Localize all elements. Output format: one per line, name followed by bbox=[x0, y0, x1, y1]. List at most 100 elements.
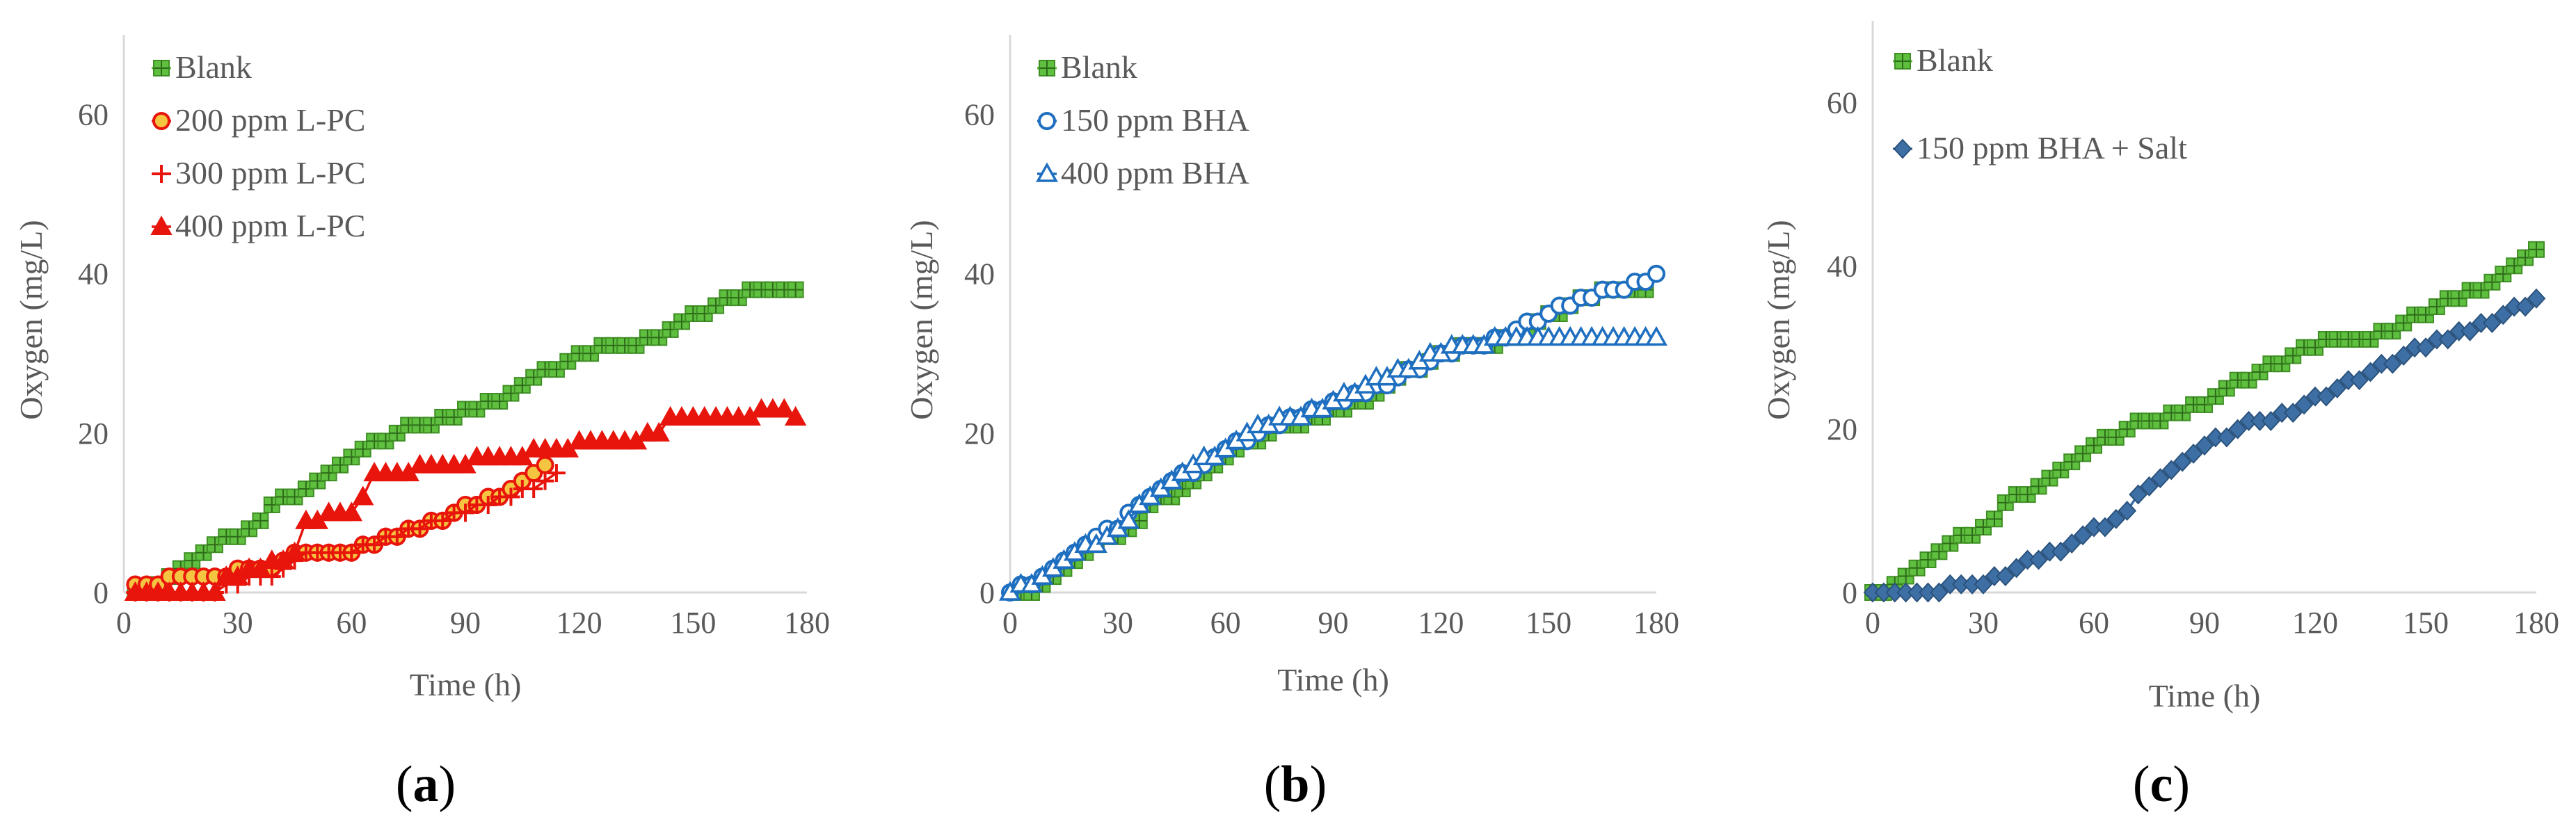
data-point bbox=[2140, 476, 2159, 497]
x-tick-label: 90 bbox=[2189, 606, 2220, 640]
legend-item: Blank bbox=[152, 49, 252, 85]
legend-marker bbox=[1038, 112, 1056, 130]
data-point bbox=[784, 405, 807, 426]
x-tick-label: 150 bbox=[2403, 606, 2449, 640]
y-tick-label: 20 bbox=[964, 417, 995, 451]
x-tick-label: 30 bbox=[1968, 606, 1999, 640]
data-point bbox=[1996, 566, 2015, 586]
data-point bbox=[433, 511, 452, 530]
data-point bbox=[2438, 329, 2458, 350]
x-tick-label: 0 bbox=[116, 606, 131, 640]
y-axis-label: Oxygen (mg/L) bbox=[1761, 220, 1796, 419]
data-point bbox=[2228, 419, 2248, 439]
data-point bbox=[479, 495, 497, 514]
y-tick-label: 60 bbox=[964, 98, 995, 132]
series-line bbox=[135, 288, 796, 594]
legend-label: 400 ppm BHA bbox=[1061, 155, 1249, 191]
legend-label: Blank bbox=[1061, 49, 1137, 85]
x-tick-label: 90 bbox=[1318, 606, 1349, 640]
series-2 bbox=[999, 325, 1667, 601]
legend-item: 400 ppm L-PC bbox=[150, 208, 365, 243]
panel-label: (c) bbox=[2133, 756, 2190, 813]
legend-item: 150 ppm BHA bbox=[1037, 102, 1249, 138]
y-tick-label: 40 bbox=[78, 257, 109, 291]
y-tick-label: 20 bbox=[78, 417, 109, 451]
data-point bbox=[2361, 362, 2380, 382]
data-point bbox=[365, 535, 384, 554]
legend-item: 200 ppm L-PC bbox=[152, 102, 365, 138]
y-tick-label: 40 bbox=[964, 257, 995, 291]
data-point bbox=[340, 501, 363, 522]
data-point bbox=[502, 487, 520, 506]
x-tick-label: 120 bbox=[557, 606, 602, 640]
data-point bbox=[2151, 468, 2170, 489]
series-1 bbox=[126, 455, 554, 594]
x-tick-label: 60 bbox=[2079, 606, 2109, 640]
data-point bbox=[2007, 558, 2026, 579]
series-3 bbox=[124, 398, 807, 601]
data-point bbox=[2129, 484, 2147, 505]
x-tick-label: 150 bbox=[1526, 606, 1571, 640]
panel-label: (a) bbox=[396, 756, 456, 813]
chart-panel-a: 0 20 40 60 0 30 60 90 120 150 180 Time (h) Oxygen (m… bbox=[13, 35, 830, 813]
legend-item: 150 ppm BHA + Salt bbox=[1893, 130, 2187, 166]
data-point bbox=[2106, 508, 2126, 529]
data-point bbox=[547, 464, 566, 483]
x-tick-label: 0 bbox=[1865, 606, 1880, 640]
data-point bbox=[2328, 378, 2347, 398]
data-point bbox=[1117, 509, 1140, 529]
data-point bbox=[2073, 525, 2093, 546]
data-point bbox=[2262, 410, 2280, 431]
data-point bbox=[2317, 386, 2336, 407]
panel-letter: b bbox=[1281, 756, 1309, 813]
data-point bbox=[2493, 305, 2513, 325]
data-point bbox=[2416, 337, 2435, 358]
legend-label: 400 ppm L-PC bbox=[175, 208, 365, 243]
legend-marker bbox=[150, 215, 173, 235]
legend-item: Blank bbox=[1037, 49, 1137, 85]
legend-item: 400 ppm BHA bbox=[1036, 155, 1249, 191]
y-tick-label: 20 bbox=[1827, 412, 1857, 446]
data-point bbox=[1645, 325, 1667, 346]
panel-letter: c bbox=[2150, 756, 2173, 813]
x-tick-label: 120 bbox=[1418, 606, 1464, 640]
data-point bbox=[410, 519, 429, 538]
data-point bbox=[2283, 403, 2303, 423]
data-point bbox=[2173, 451, 2192, 472]
x-tick-label: 30 bbox=[223, 606, 253, 640]
y-axis-label: Oxygen (mg/L) bbox=[904, 220, 939, 419]
x-tick-label: 180 bbox=[1633, 606, 1679, 640]
legend-label: 300 ppm L-PC bbox=[175, 155, 365, 191]
x-tick-label: 120 bbox=[2292, 606, 2338, 640]
legend-item: Blank bbox=[1893, 42, 1993, 78]
data-point bbox=[1974, 574, 1993, 595]
legend-label: Blank bbox=[175, 49, 252, 85]
series-1 bbox=[1863, 288, 2546, 603]
series-0 bbox=[1864, 241, 2545, 601]
data-point bbox=[2294, 394, 2314, 415]
series-0 bbox=[1012, 281, 1654, 601]
data-point bbox=[648, 421, 670, 442]
legend-label: Blank bbox=[1917, 42, 1993, 78]
y-tick-label: 0 bbox=[1842, 576, 1857, 610]
data-point bbox=[204, 581, 226, 601]
data-point bbox=[2118, 501, 2137, 522]
x-tick-label: 90 bbox=[450, 606, 481, 640]
data-point bbox=[2383, 353, 2402, 374]
data-point bbox=[536, 471, 554, 490]
legend-marker bbox=[1036, 162, 1058, 182]
x-axis-label: Time (h) bbox=[410, 667, 522, 702]
data-point bbox=[351, 485, 374, 506]
data-point bbox=[2195, 435, 2214, 456]
data-point bbox=[2029, 549, 2048, 570]
legend-marker bbox=[152, 165, 170, 183]
x-tick-label: 180 bbox=[784, 606, 830, 640]
series-line bbox=[1009, 336, 1656, 594]
data-point bbox=[525, 480, 543, 499]
data-point bbox=[2062, 533, 2081, 554]
data-point bbox=[2051, 541, 2070, 562]
legend-label: 150 ppm BHA + Salt bbox=[1917, 130, 2187, 166]
x-tick-label: 30 bbox=[1103, 606, 1133, 640]
data-point bbox=[2350, 370, 2369, 391]
y-tick-label: 0 bbox=[93, 576, 109, 610]
